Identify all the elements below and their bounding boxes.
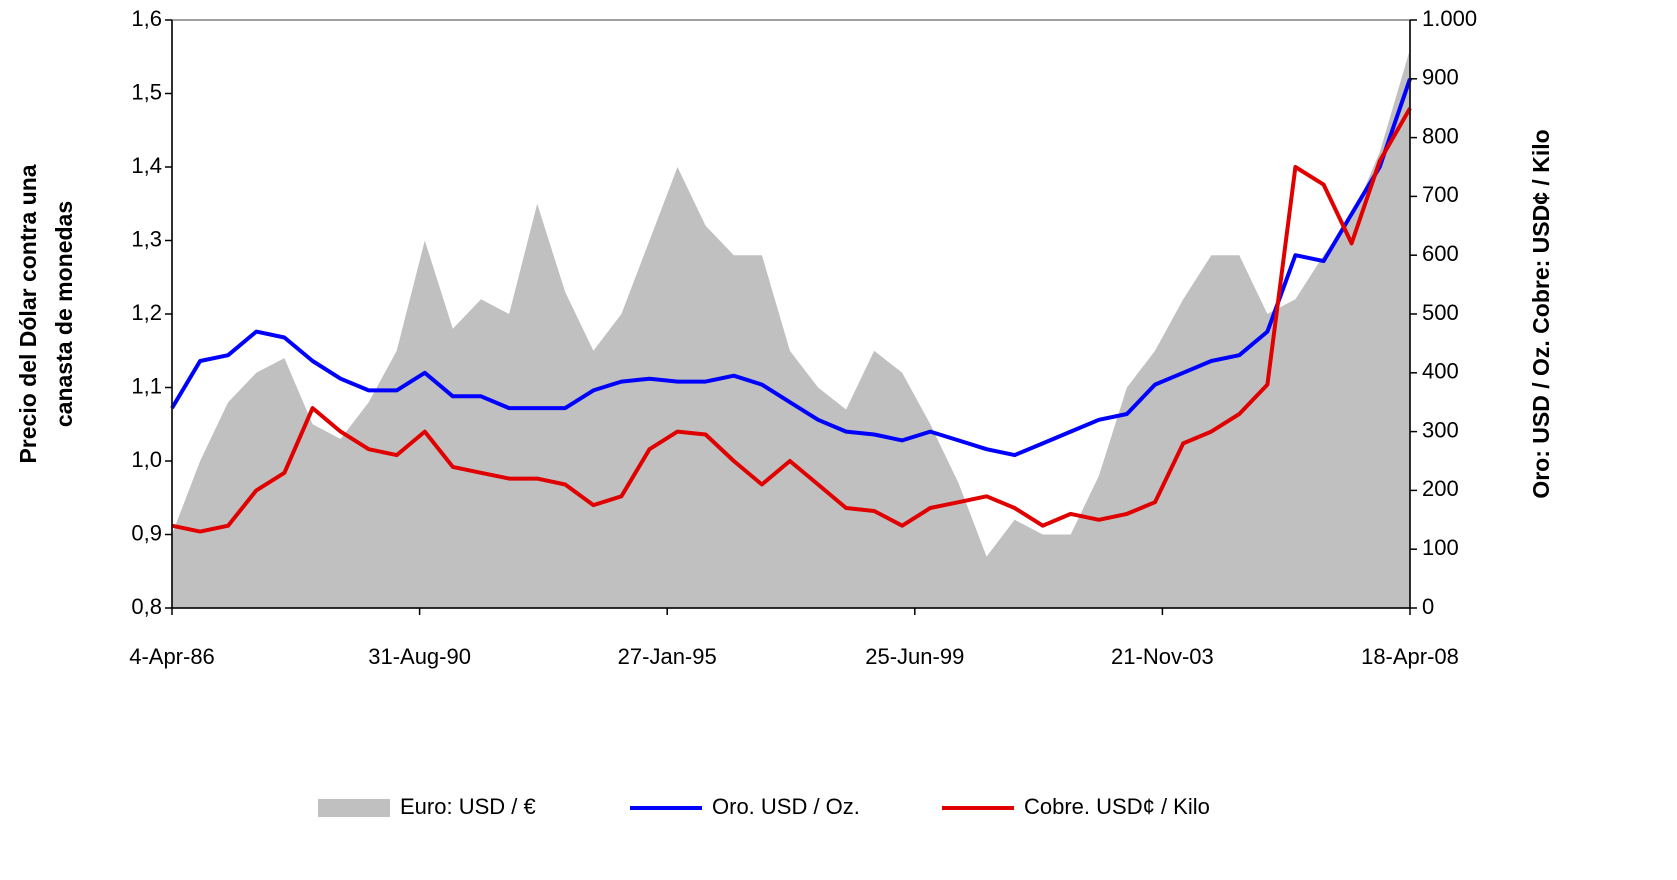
y2-tick-label: 300 — [1422, 417, 1459, 442]
line — [170, 78, 1412, 458]
y-tick-label: 1,0 — [131, 447, 162, 472]
y-tick-label: 1,5 — [131, 79, 162, 104]
y-tick-label: 1,4 — [131, 153, 162, 178]
y2-tick-label: 500 — [1422, 300, 1459, 325]
x-tick-label: 18-Apr-08 — [1361, 644, 1459, 669]
area — [172, 49, 1410, 608]
y2-tick-label: 900 — [1422, 65, 1459, 90]
y-tick-label: 1,2 — [131, 300, 162, 325]
x-tick-label: 27-Jan-95 — [618, 644, 717, 669]
x-tick-label: 31-Aug-90 — [368, 644, 471, 669]
legend-label: Oro. USD / Oz. — [712, 794, 860, 819]
y2-tick-label: 0 — [1422, 594, 1434, 619]
y2-axis-label: Oro: USD / Oz. Cobre: USD¢ / Kilo — [1528, 129, 1554, 498]
y2-tick-label: 400 — [1422, 359, 1459, 384]
y-tick-label: 0,8 — [131, 594, 162, 619]
y-tick-label: 1,1 — [131, 373, 162, 398]
y2-tick-label: 100 — [1422, 535, 1459, 560]
line — [171, 107, 1412, 534]
y2-tick-label: 700 — [1422, 182, 1459, 207]
x-tick-label: 25-Jun-99 — [865, 644, 964, 669]
legend-label: Euro: USD / € — [400, 794, 536, 819]
y-tick-label: 1,3 — [131, 226, 162, 251]
x-tick-label: 21-Nov-03 — [1111, 644, 1214, 669]
y-tick-label: 1,6 — [131, 6, 162, 31]
legend-label: Cobre. USD¢ / Kilo — [1024, 794, 1210, 819]
x-tick-label: 4-Apr-86 — [129, 644, 215, 669]
y2-tick-label: 200 — [1422, 476, 1459, 501]
legend-swatch — [318, 799, 390, 817]
y2-tick-label: 1.000 — [1422, 6, 1477, 31]
y2-tick-label: 600 — [1422, 241, 1459, 266]
y-tick-label: 0,9 — [131, 520, 162, 545]
y-axis-label: Precio del Dólar contra una — [15, 164, 41, 463]
y2-tick-label: 800 — [1422, 123, 1459, 148]
y-axis-label: canasta de monedas — [51, 201, 77, 427]
